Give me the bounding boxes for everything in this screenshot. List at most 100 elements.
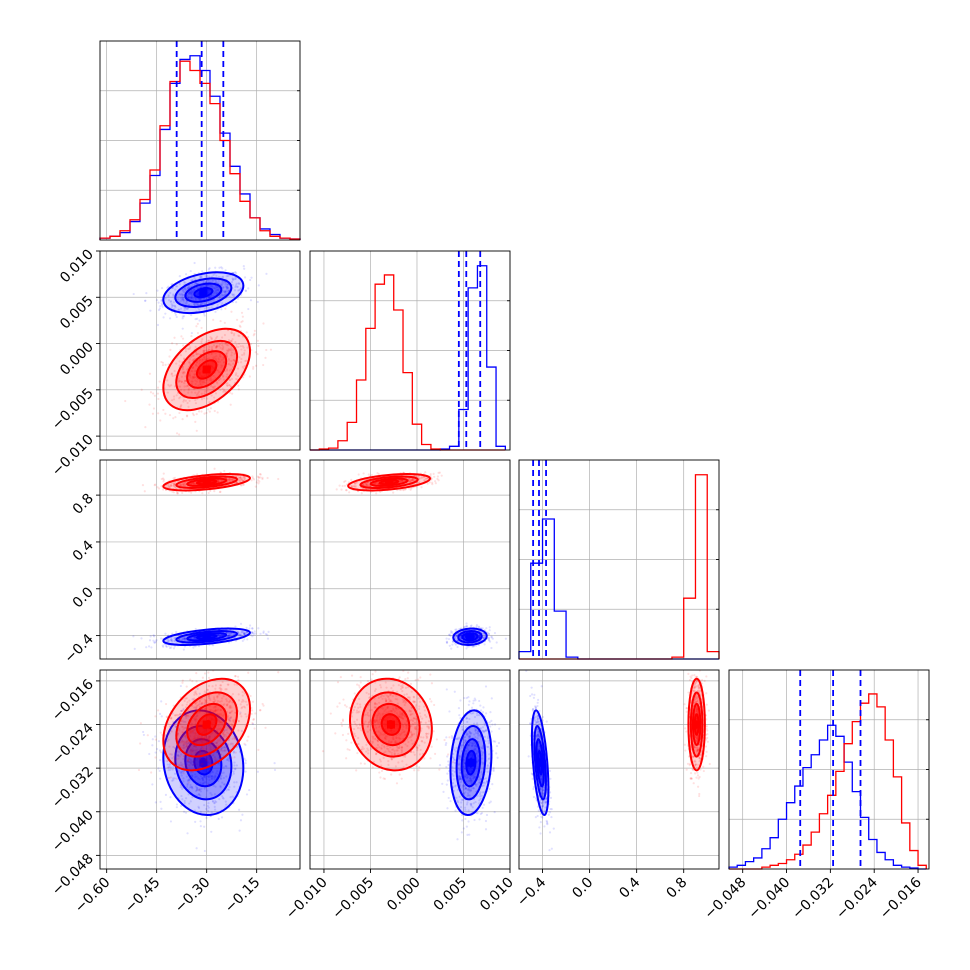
red-sample-point bbox=[252, 334, 255, 337]
blue-sample-point bbox=[455, 634, 458, 637]
blue-sample-point bbox=[164, 297, 167, 300]
blue-sample-point bbox=[231, 278, 235, 282]
blue-sample-point bbox=[244, 289, 247, 292]
blue-sample-point bbox=[227, 289, 230, 293]
red-sample-point bbox=[218, 354, 222, 358]
blue-sample-point bbox=[264, 632, 268, 636]
blue-sample-point bbox=[201, 302, 204, 305]
blue-sample-point bbox=[149, 635, 152, 638]
blue-sample-point bbox=[198, 703, 201, 706]
joint-panel bbox=[99, 250, 301, 451]
red-sample-point bbox=[182, 357, 186, 360]
blue-sample-point bbox=[210, 777, 213, 781]
blue-sample-point bbox=[226, 631, 229, 634]
red-sample-point bbox=[407, 477, 410, 480]
red-sample-point bbox=[212, 318, 215, 321]
blue-sample-point bbox=[230, 280, 234, 284]
blue-sample-point bbox=[148, 752, 151, 756]
red-sample-point bbox=[203, 392, 206, 395]
blue-sample-point bbox=[166, 639, 170, 642]
red-sample-point bbox=[340, 488, 343, 491]
blue-sample-point bbox=[190, 758, 193, 762]
red-sample-point bbox=[232, 348, 235, 351]
red-sample-point bbox=[187, 347, 190, 351]
blue-sample-point bbox=[208, 296, 211, 299]
blue-sample-point bbox=[445, 641, 449, 644]
blue-sample-point bbox=[187, 296, 190, 299]
red-sample-point bbox=[227, 478, 230, 481]
blue-sample-point bbox=[189, 783, 192, 787]
blue-sample-point bbox=[445, 637, 448, 640]
blue-sample-point bbox=[188, 802, 191, 805]
blue-sample-point bbox=[187, 285, 191, 288]
blue-sample-point bbox=[158, 712, 162, 715]
blue-contour bbox=[162, 271, 245, 315]
red-sample-point bbox=[179, 396, 182, 399]
blue-sample-point bbox=[207, 301, 210, 304]
red-sample-point bbox=[239, 345, 242, 348]
blue-sample-point bbox=[176, 753, 179, 756]
red-sample-point bbox=[171, 490, 174, 493]
red-sample-point bbox=[196, 392, 199, 395]
red-sample-point bbox=[162, 472, 165, 475]
red-sample-point bbox=[177, 377, 180, 380]
blue-sample-point bbox=[182, 296, 185, 300]
red-sample-point bbox=[431, 483, 434, 486]
red-sample-point bbox=[209, 377, 213, 380]
red-sample-point bbox=[232, 479, 235, 482]
red-sample-point bbox=[217, 479, 220, 482]
blue-sample-point bbox=[182, 780, 185, 783]
red-sample-point bbox=[208, 345, 211, 349]
red-sample-point bbox=[245, 359, 248, 362]
red-sample-point bbox=[195, 380, 198, 383]
blue-sample-point bbox=[202, 775, 205, 779]
blue-sample-point bbox=[203, 302, 206, 305]
blue-sample-point bbox=[190, 297, 193, 300]
red-sample-point bbox=[197, 384, 200, 387]
red-sample-point bbox=[277, 477, 280, 481]
blue-sample-point bbox=[202, 285, 205, 288]
red-sample-point bbox=[190, 391, 193, 394]
blue-sample-point bbox=[197, 297, 200, 301]
blue-sample-point bbox=[488, 629, 491, 632]
blue-sample-point bbox=[193, 736, 197, 740]
red-sample-point bbox=[222, 345, 225, 349]
blue-sample-point bbox=[168, 646, 171, 650]
red-sample-point bbox=[225, 349, 229, 352]
red-sample-point bbox=[178, 385, 182, 388]
blue-sample-point bbox=[250, 276, 253, 279]
blue-sample-point bbox=[193, 283, 196, 286]
red-sample-point bbox=[193, 376, 196, 379]
blue-sample-point bbox=[209, 295, 212, 299]
blue-sample-point bbox=[487, 637, 490, 640]
red-sample-point bbox=[171, 481, 175, 484]
red-sample-point bbox=[223, 469, 226, 473]
blue-sample-point bbox=[250, 631, 253, 634]
red-sample-point bbox=[193, 376, 197, 379]
blue-sample-point bbox=[448, 633, 451, 636]
blue-sample-point bbox=[256, 770, 259, 773]
red-sample-point bbox=[180, 375, 183, 378]
blue-sample-point bbox=[209, 775, 212, 778]
red-sample-point bbox=[212, 344, 216, 347]
red-sample-point bbox=[194, 420, 197, 423]
red-sample-point bbox=[210, 338, 213, 341]
blue-sample-point bbox=[207, 296, 210, 299]
blue-sample-point bbox=[210, 811, 213, 814]
red-sample-point bbox=[169, 348, 172, 351]
blue-sample-point bbox=[251, 722, 255, 726]
blue-sample-point bbox=[205, 747, 208, 751]
red-sample-point bbox=[241, 320, 244, 323]
red-sample-point bbox=[222, 378, 226, 381]
red-sample-point bbox=[429, 474, 432, 477]
red-sample-point bbox=[217, 371, 220, 374]
red-sample-point bbox=[364, 482, 367, 485]
blue-sample-point bbox=[179, 684, 182, 688]
blue-sample-point bbox=[248, 627, 251, 630]
blue-sample-point bbox=[191, 750, 194, 753]
blue-sample-point bbox=[214, 759, 217, 762]
blue-sample-point bbox=[228, 632, 231, 635]
blue-sample-point bbox=[448, 644, 451, 647]
blue-sample-point bbox=[171, 639, 174, 642]
